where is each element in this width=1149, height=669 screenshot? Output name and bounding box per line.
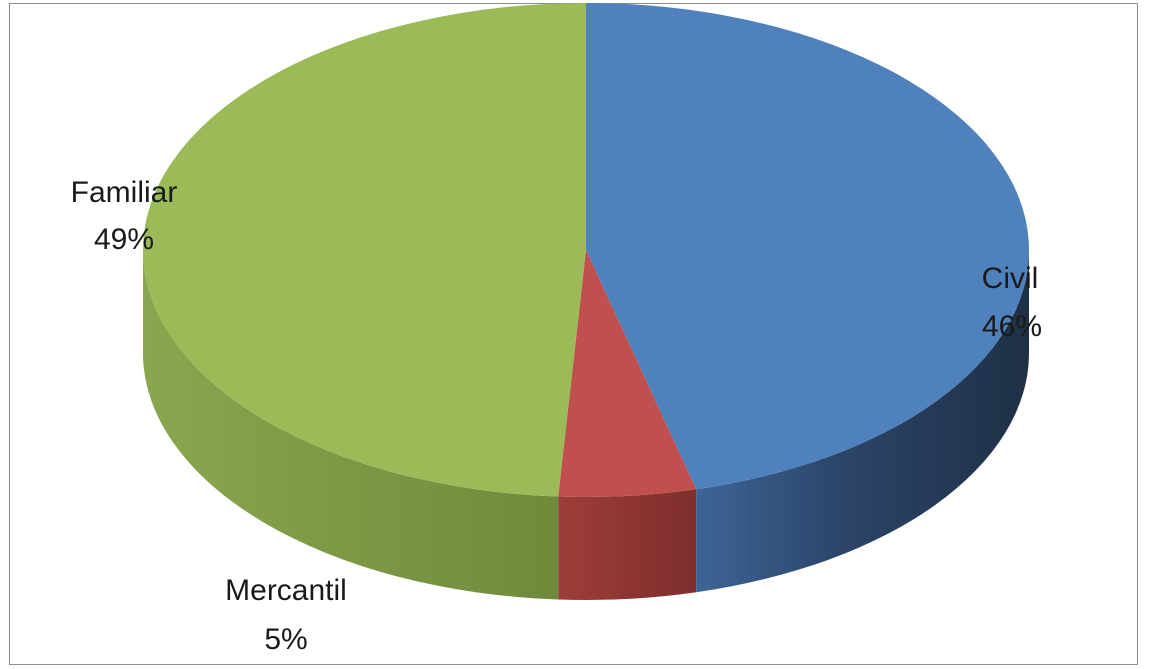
label-mercantil-percent: 5% [264,623,307,656]
label-mercantil-name: Mercantil [225,574,347,607]
pie-slice-civil [586,2,1030,490]
pie-slice-familiar [142,3,586,497]
label-civil-name: Civil [982,262,1039,295]
label-familiar-percent: 49% [94,223,154,256]
pie-side-mercantil [558,489,697,600]
pie-slice-mercantil [558,250,697,498]
label-familiar-name: Familiar [71,176,178,209]
label-civil-percent: 46% [982,310,1042,343]
pie-side-familiar [143,250,559,600]
pie-side-civil [696,250,1029,593]
